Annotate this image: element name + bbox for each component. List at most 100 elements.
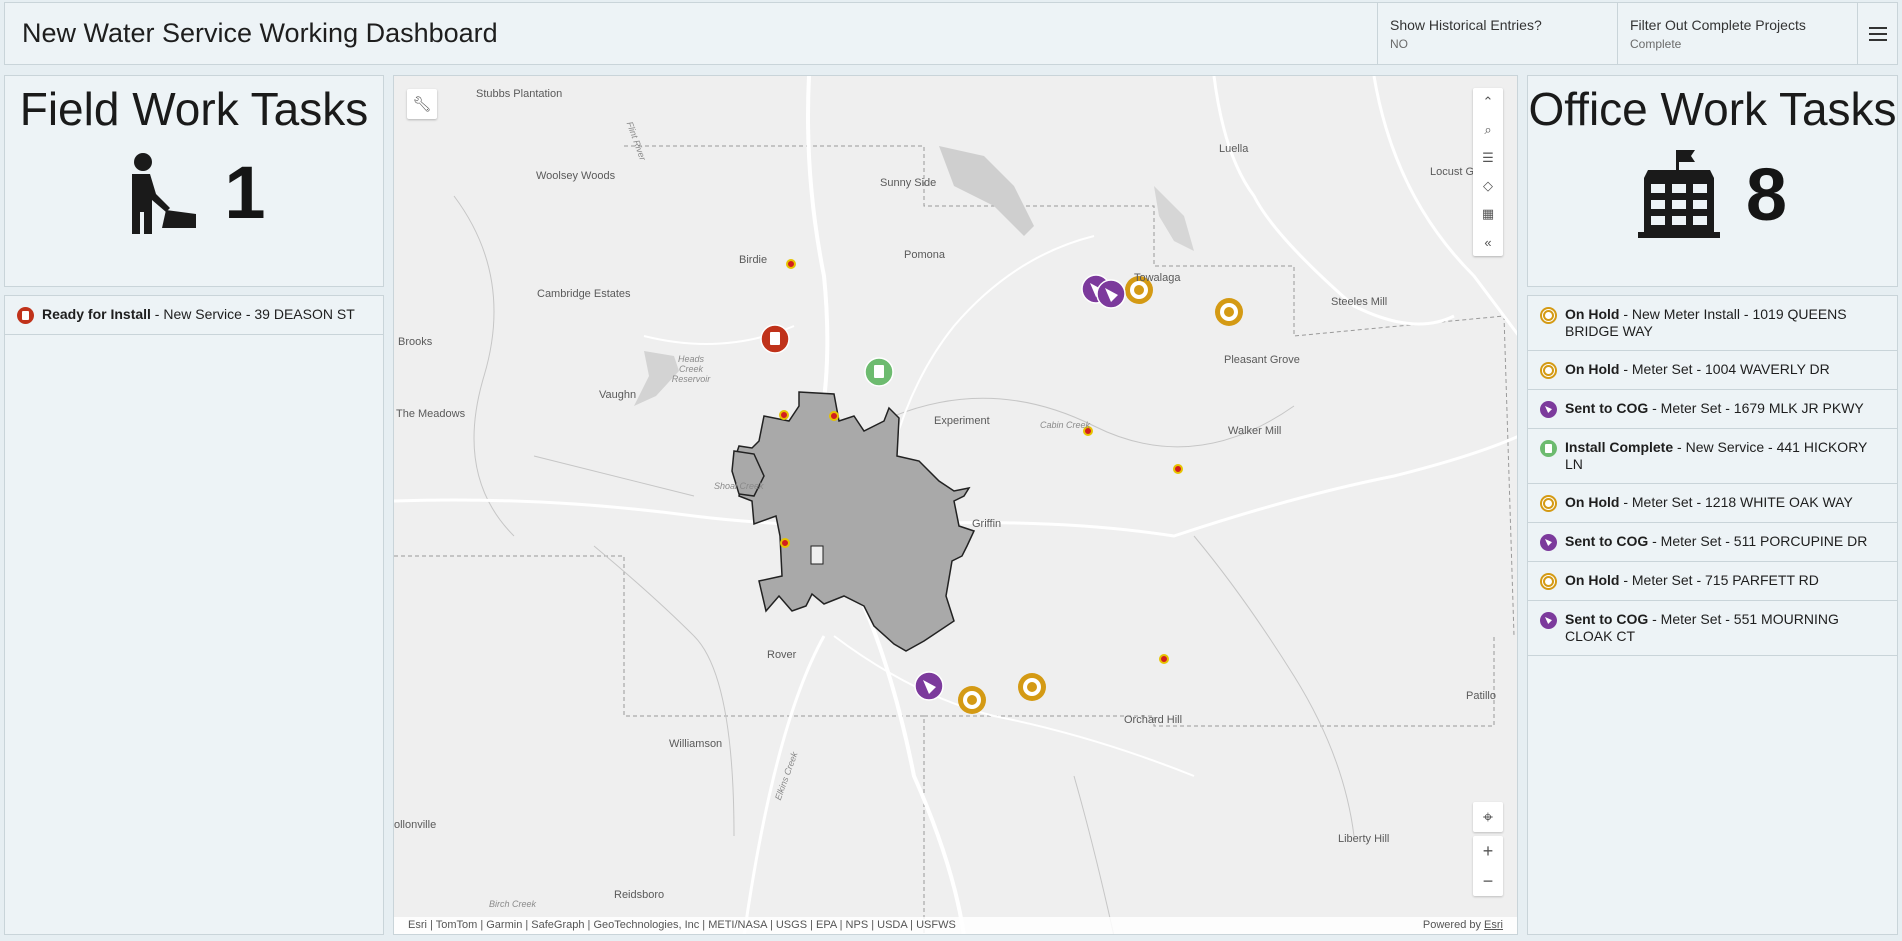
item-status: Install Complete: [1565, 439, 1674, 455]
powered-by-text: Powered by: [1422, 919, 1481, 931]
place-label: Walker Mill: [1228, 425, 1282, 437]
dashboard-header: New Water Service Working Dashboard Show…: [4, 2, 1898, 65]
attribution-text: Esri | TomTom | Garmin | SafeGraph | Geo…: [408, 919, 956, 931]
hamburger-icon: [1868, 26, 1887, 41]
search-icon[interactable]: ⌕: [1484, 122, 1492, 137]
on-hold-icon: [1540, 362, 1557, 379]
place-label: Patillo: [1466, 690, 1496, 702]
on-hold-marker[interactable]: [1215, 298, 1243, 326]
on-hold-icon: [1540, 495, 1557, 512]
item-detail: - Meter Set - 551 MOURNING CLOAK CT: [1565, 611, 1839, 644]
place-label: Brooks: [398, 336, 433, 348]
sent-to-cog-marker[interactable]: [914, 671, 944, 701]
sent-to-cog-icon: [1540, 612, 1557, 629]
item-detail: - Meter Set - 1004 WAVERLY DR: [1619, 361, 1830, 377]
zoom-control: + −: [1473, 836, 1503, 896]
place-label: Pleasant Grove: [1224, 354, 1300, 366]
place-label: Liberty Hill: [1338, 833, 1390, 845]
place-label: Birdie: [739, 254, 768, 266]
basemap: [394, 76, 1517, 934]
place-label: Steeles Mill: [1331, 296, 1388, 308]
place-label: Sunny Side: [880, 177, 937, 189]
list-item[interactable]: Ready for Install - New Service - 39 DEA…: [5, 296, 383, 335]
place-label: Vaughn: [599, 389, 637, 401]
zoom-out-button[interactable]: −: [1482, 870, 1494, 891]
collapse-left-icon[interactable]: «: [1484, 234, 1492, 250]
school-building-icon: [1637, 150, 1720, 238]
selector-label: Filter Out Complete Projects: [1630, 17, 1806, 33]
on-hold-marker[interactable]: [1125, 276, 1153, 304]
ready-install-icon: [17, 307, 34, 324]
place-label: Stubbs Plantation: [476, 88, 563, 100]
selector-label: Show Historical Entries?: [1390, 17, 1542, 33]
item-detail: - Meter Set - 511 PORCUPINE DR: [1648, 533, 1868, 549]
locate-icon: ⌖: [1482, 806, 1494, 827]
ready-for-install-marker[interactable]: [760, 324, 790, 354]
install-complete-marker[interactable]: [864, 357, 894, 387]
locate-button[interactable]: ⌖: [1473, 802, 1503, 832]
item-status: Sent to COG: [1565, 533, 1649, 549]
item-detail: - Meter Set - 715 PARFETT RD: [1619, 572, 1819, 588]
selector-value: NO: [1390, 37, 1408, 51]
place-label: Orchard Hill: [1124, 714, 1183, 726]
on-hold-icon: [1540, 307, 1557, 324]
list-item[interactable]: On Hold - Meter Set - 1218 WHITE OAK WAY: [1528, 484, 1897, 523]
place-label: The Meadows: [396, 408, 466, 420]
list-item[interactable]: On Hold - Meter Set - 1004 WAVERLY DR: [1528, 351, 1897, 390]
historical-entries-selector[interactable]: Show Historical Entries? NO: [1377, 3, 1617, 64]
item-status: Sent to COG: [1565, 400, 1649, 416]
place-label: Rover: [767, 649, 797, 661]
list-item[interactable]: Sent to COG - Meter Set - 1679 MLK JR PK…: [1528, 390, 1897, 429]
list-item[interactable]: On Hold - New Meter Install - 1019 QUEEN…: [1528, 296, 1897, 351]
place-label: Experiment: [934, 415, 990, 427]
item-status: On Hold: [1565, 572, 1620, 588]
place-label: ollonville: [394, 819, 437, 831]
collapse-up-icon[interactable]: ⌃: [1482, 94, 1494, 109]
place-label: Luella: [1219, 143, 1249, 155]
map-view[interactable]: Stubbs Plantation Woolsey Woods Sunny Si…: [393, 75, 1518, 935]
item-detail: - Meter Set - 1218 WHITE OAK WAY: [1619, 494, 1853, 510]
place-label: Griffin: [972, 518, 1002, 530]
item-detail: - New Meter Install - 1019 QUEENS BRIDGE…: [1565, 306, 1847, 339]
hamburger-menu-button[interactable]: [1857, 3, 1897, 64]
item-detail: - New Service - 441 HICKORY LN: [1565, 439, 1868, 472]
qr-code-icon[interactable]: ▦: [1481, 206, 1495, 221]
list-item[interactable]: Sent to COG - Meter Set - 511 PORCUPINE …: [1528, 523, 1897, 562]
on-hold-marker[interactable]: [1018, 673, 1046, 701]
filter-complete-selector[interactable]: Filter Out Complete Projects Complete: [1617, 3, 1857, 64]
office-tasks-title: Office Work Tasks: [1528, 83, 1897, 135]
list-item[interactable]: Sent to COG - Meter Set - 551 MOURNING C…: [1528, 601, 1897, 656]
item-status: On Hold: [1565, 494, 1620, 510]
field-tasks-count: 1: [224, 151, 266, 234]
water-label: Shoal Creek: [714, 481, 764, 491]
on-hold-icon: [1540, 573, 1557, 590]
sent-to-cog-marker[interactable]: [1096, 279, 1126, 309]
water-label: Cabin Creek: [1040, 420, 1091, 430]
place-label: Cambridge Estates: [537, 288, 631, 300]
field-tasks-indicator: Field Work Tasks 1: [4, 75, 384, 287]
map-attribution: Esri | TomTom | Garmin | SafeGraph | Geo…: [394, 917, 1517, 934]
layers-icon[interactable]: ◇: [1483, 178, 1493, 193]
map-toolbar: ⌃ ⌕ ☰ ◇ ▦ «: [1473, 88, 1503, 256]
on-hold-marker[interactable]: [958, 686, 986, 714]
water-label: Birch Creek: [489, 899, 537, 909]
place-label: Reidsboro: [614, 889, 665, 901]
office-tasks-list: On Hold - New Meter Install - 1019 QUEEN…: [1527, 295, 1898, 935]
list-item[interactable]: Install Complete - New Service - 441 HIC…: [1528, 429, 1897, 484]
legend-icon[interactable]: ☰: [1482, 150, 1494, 165]
water-label: Heads Creek Reservoir: [671, 354, 711, 384]
item-detail: - Meter Set - 1679 MLK JR PKWY: [1648, 400, 1864, 416]
office-tasks-indicator: Office Work Tasks 8: [1527, 75, 1898, 287]
item-status: Sent to COG: [1565, 611, 1649, 627]
sent-to-cog-icon: [1540, 534, 1557, 551]
wrench-icon: 🔧︎: [412, 96, 432, 113]
sent-to-cog-icon: [1540, 401, 1557, 418]
wrench-tool-button[interactable]: 🔧︎: [407, 89, 437, 119]
dashboard-title: New Water Service Working Dashboard: [22, 18, 498, 48]
list-item[interactable]: On Hold - Meter Set - 715 PARFETT RD: [1528, 562, 1897, 601]
zoom-in-button[interactable]: +: [1482, 840, 1494, 861]
esri-link[interactable]: Esri: [1484, 919, 1503, 931]
office-tasks-count: 8: [1745, 152, 1788, 236]
item-detail: - New Service - 39 DEASON ST: [150, 306, 355, 322]
selector-value: Complete: [1630, 37, 1682, 51]
